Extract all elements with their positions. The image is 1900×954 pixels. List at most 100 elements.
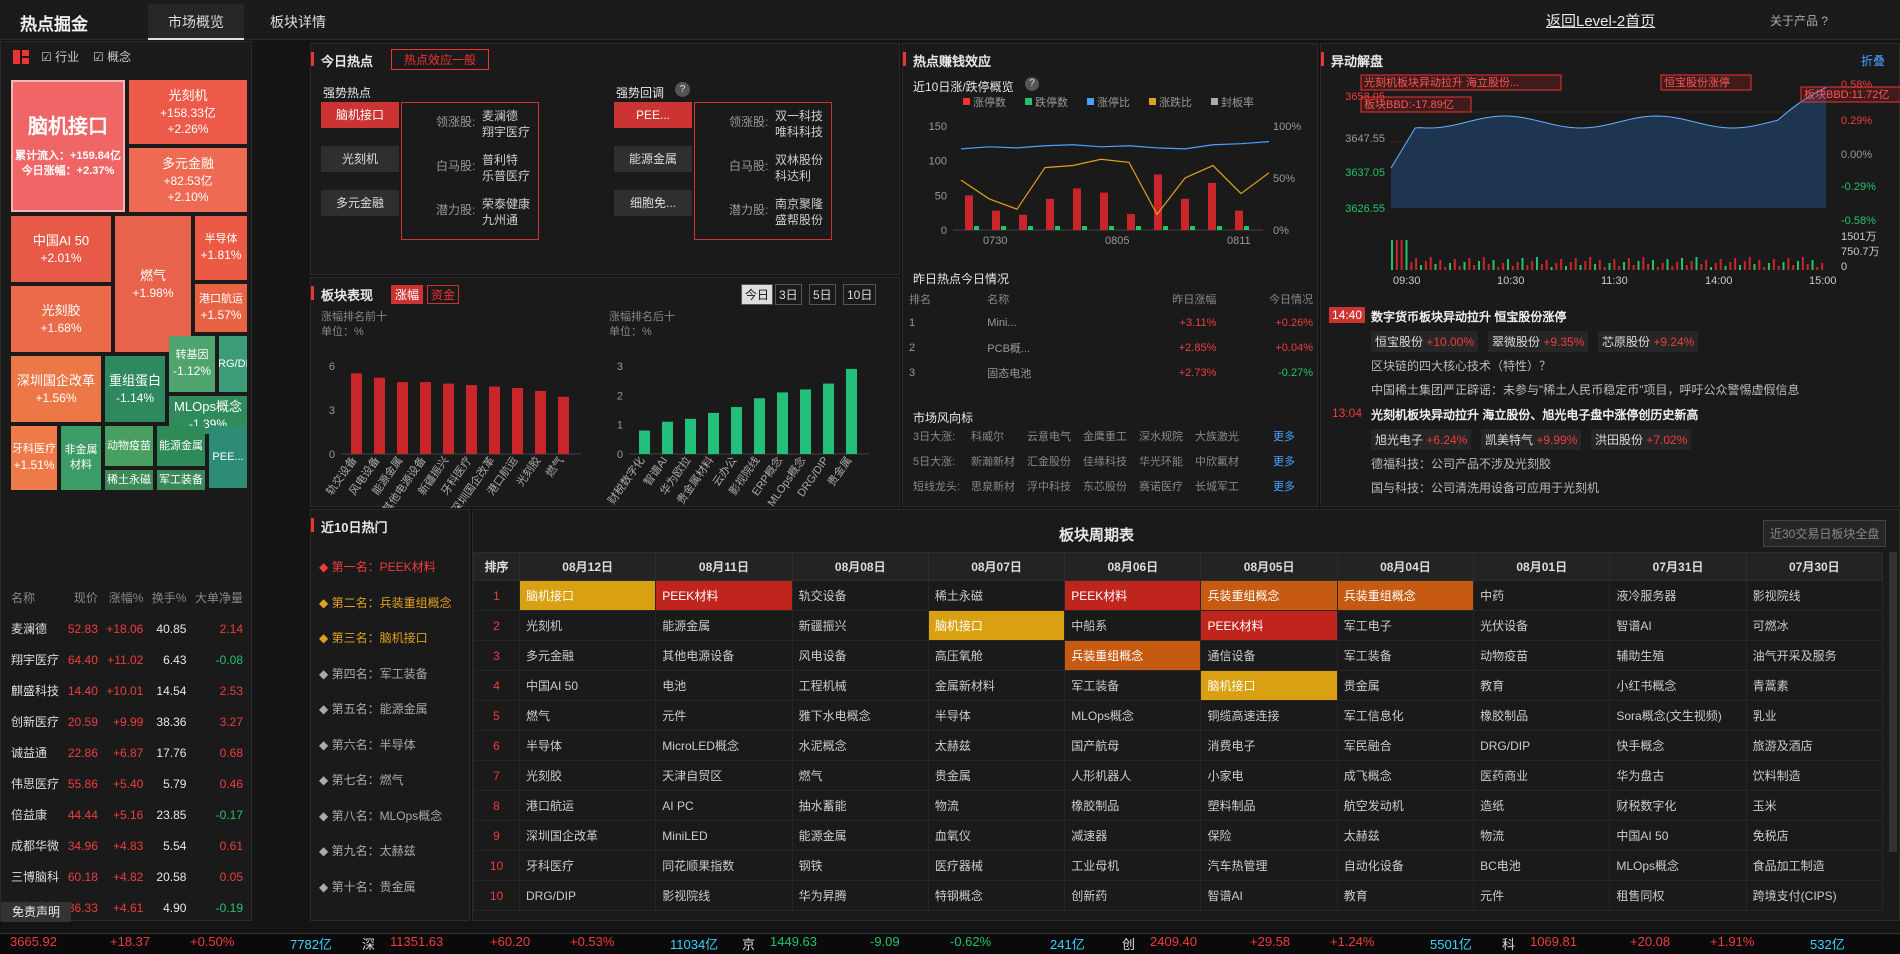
sector-cell[interactable]: 财税数字化: [1609, 790, 1747, 821]
sector-tile[interactable]: PEE...: [209, 426, 247, 488]
hot10-item[interactable]: ◆ 第七名：燃气: [319, 773, 404, 787]
wind-stock-link[interactable]: 佳缘科技: [1083, 456, 1127, 468]
sector-cell[interactable]: 脑机接口: [1200, 670, 1338, 701]
hot-stock-link[interactable]: 南京聚隆: [775, 197, 824, 211]
sector-tile[interactable]: 转基因 -1.12%: [169, 336, 215, 392]
back-level2-link[interactable]: 返回Level-2首页: [1546, 13, 1656, 30]
sector-cell[interactable]: MiniLED: [655, 820, 793, 851]
tab-market-overview[interactable]: 市场概览: [148, 4, 244, 40]
sector-cell[interactable]: Sora概念(文生视频): [1609, 700, 1747, 731]
index-name[interactable]: 科: [1502, 937, 1516, 952]
sector-cell[interactable]: 智谱AI: [1609, 610, 1747, 641]
table-row[interactable]: 成都华微 34.96 +4.83 5.54 0.61: [7, 830, 247, 861]
table-row[interactable]: 3 固态电池 +2.73% -0.27%: [909, 360, 1313, 385]
sector-cell[interactable]: 饮料制造: [1745, 760, 1883, 791]
column-header[interactable]: 涨幅%: [108, 591, 144, 605]
sector-cell[interactable]: 稀土永磁: [927, 580, 1066, 611]
wind-stock-link[interactable]: 思泉新材: [971, 481, 1015, 493]
about-product-link[interactable]: 关于产品 ?: [1770, 14, 1829, 28]
sector-cell[interactable]: 小家电: [1200, 760, 1338, 791]
hot-sector-button[interactable]: 光刻机: [321, 146, 399, 172]
wind-stock-link[interactable]: 大族激光: [1195, 431, 1239, 443]
hot-stock-link[interactable]: 荣泰健康: [482, 197, 531, 211]
sector-cell[interactable]: 橡胶制品: [1473, 700, 1611, 731]
treemap-icon[interactable]: [13, 50, 29, 64]
disclaimer-button[interactable]: 免责声明: [1, 902, 71, 922]
sector-tile[interactable]: 半导体 +1.81%: [195, 216, 247, 280]
sector-cell[interactable]: 旅游及酒店: [1745, 730, 1883, 761]
table-row[interactable]: 2 PCB概... +2.85% +0.04%: [909, 335, 1313, 360]
sector-tile[interactable]: 中国AI 50 +2.01%: [11, 216, 111, 282]
sector-tile[interactable]: 动物疫苗: [105, 426, 153, 466]
news-title[interactable]: 光刻机板块异动拉升 海立股份、旭光电子盘中涨停创历史新高: [1371, 408, 1699, 422]
table-row[interactable]: 伟思医疗 55.86 +5.40 5.79 0.46: [7, 768, 247, 799]
column-header[interactable]: 现价: [73, 591, 98, 605]
hot10-item[interactable]: ◆ 第五名：能源金属: [319, 702, 428, 716]
sector-tile[interactable]: 脑机接口 累计流入：+159.84亿 今日涨幅：+2.37%: [11, 80, 125, 212]
sector-cell[interactable]: 电池: [655, 670, 793, 701]
sector-cell[interactable]: 牙科医疗: [518, 850, 657, 881]
news-stock-chip[interactable]: 恒宝股份 +10.00%: [1371, 331, 1479, 352]
sector-cell[interactable]: 成飞概念: [1336, 760, 1475, 791]
all-30-days-button[interactable]: 近30交易日板块全盘: [1763, 520, 1887, 547]
sector-cell[interactable]: 同花顺果指数: [655, 850, 793, 881]
column-header[interactable]: 换手%: [151, 591, 187, 605]
hot-stock-link[interactable]: 九州通: [482, 213, 519, 227]
sector-cell[interactable]: 兵装重组概念: [1200, 580, 1338, 611]
weekly-scrollbar[interactable]: [1889, 552, 1897, 852]
sector-cell[interactable]: 免税店: [1745, 820, 1883, 851]
filter-concept-checkbox[interactable]: ☑ 概念: [93, 50, 132, 64]
sector-cell[interactable]: 橡胶制品: [1064, 790, 1202, 821]
sector-tile[interactable]: 重组蛋白 -1.14%: [105, 356, 165, 422]
news-title[interactable]: 数字货币板块异动拉升 恒宝股份涨停: [1371, 310, 1567, 324]
sector-cell[interactable]: 天津自贸区: [655, 760, 793, 791]
index-name[interactable]: 京: [742, 937, 756, 952]
sector-cell[interactable]: 元件: [655, 700, 793, 731]
sector-cell[interactable]: 自动化设备: [1336, 850, 1475, 881]
sector-cell[interactable]: 轨交设备: [791, 580, 929, 611]
sector-cell[interactable]: 租售同权: [1609, 880, 1747, 911]
sector-cell[interactable]: 航空发动机: [1336, 790, 1475, 821]
wind-stock-link[interactable]: 深水规院: [1139, 431, 1183, 443]
sector-cell[interactable]: 影视院线: [655, 880, 793, 911]
sector-cell[interactable]: 人形机器人: [1064, 760, 1202, 791]
hot-stock-link[interactable]: 乐普医疗: [482, 169, 531, 183]
sector-cell[interactable]: 小红书概念: [1609, 670, 1747, 701]
sector-cell[interactable]: 中国AI 50: [518, 670, 657, 701]
sector-cell[interactable]: 港口航运: [518, 790, 657, 821]
sector-cell[interactable]: 教育: [1336, 880, 1475, 911]
wind-stock-link[interactable]: 长城军工: [1195, 481, 1239, 493]
help-icon[interactable]: ?: [1025, 77, 1039, 91]
more-link[interactable]: 更多: [1273, 481, 1295, 493]
sector-cell[interactable]: MLOps概念: [1609, 850, 1747, 881]
sector-cell[interactable]: 玉米: [1745, 790, 1883, 821]
sector-cell[interactable]: 军工电子: [1336, 610, 1475, 641]
collapse-button[interactable]: 折叠: [1861, 54, 1886, 68]
sector-cell[interactable]: 工业母机: [1064, 850, 1202, 881]
sector-cell[interactable]: 跨境支付(CIPS): [1745, 880, 1883, 911]
news-line[interactable]: 区块链的四大核心技术（特性）？: [1371, 359, 1552, 373]
sector-cell[interactable]: 中船系: [1064, 610, 1202, 641]
sector-cell[interactable]: MLOps概念: [1064, 700, 1202, 731]
hot-sector-button[interactable]: 细胞免...: [614, 190, 692, 216]
sector-cell[interactable]: DRG/DIP: [1473, 730, 1611, 761]
table-row[interactable]: 创新医疗 20.59 +9.99 38.36 3.27: [7, 706, 247, 737]
hot10-item[interactable]: ◆ 第二名：兵装重组概念: [319, 595, 452, 610]
wind-stock-link[interactable]: 金鹰重工: [1083, 431, 1127, 443]
sector-cell[interactable]: 燃气: [791, 760, 929, 791]
period-tab[interactable]: 5日: [809, 284, 836, 305]
period-tab[interactable]: 3日: [775, 284, 802, 305]
period-tab[interactable]: 10日: [843, 284, 877, 305]
sector-tile[interactable]: 光刻机 +158.33亿 +2.26%: [129, 80, 247, 144]
sector-cell[interactable]: 医药商业: [1473, 760, 1611, 791]
sector-cell[interactable]: 造纸: [1473, 790, 1611, 821]
period-tab[interactable]: 今日: [741, 284, 774, 305]
sector-cell[interactable]: 消费电子: [1200, 730, 1338, 761]
sector-cell[interactable]: 影视院线: [1745, 580, 1883, 611]
wind-stock-link[interactable]: 赛诺医疗: [1139, 481, 1183, 493]
sector-cell[interactable]: 能源金属: [791, 820, 929, 851]
sector-cell[interactable]: AI PC: [655, 790, 793, 821]
sector-tile[interactable]: DRG/DIP: [219, 336, 247, 392]
hot-stock-link[interactable]: 翔宇医疗: [482, 125, 531, 139]
hot-stock-link[interactable]: 麦澜德: [482, 109, 519, 123]
